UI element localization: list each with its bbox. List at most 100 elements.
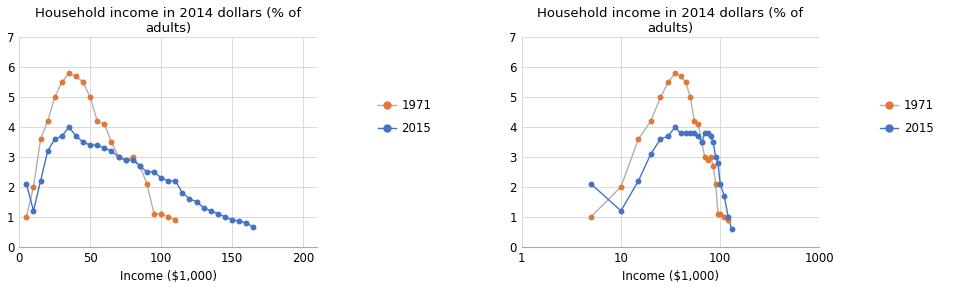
Point: [724, 226, 740, 231]
X-axis label: Income ($1,000): Income ($1,000): [119, 270, 217, 283]
Point: [33, 179, 48, 183]
Point: [667, 71, 683, 76]
X-axis label: Income ($1,000): Income ($1,000): [622, 270, 719, 283]
Point: [47, 137, 63, 142]
Point: [168, 179, 183, 183]
Point: [694, 140, 710, 144]
Point: [224, 218, 240, 222]
Point: [189, 200, 204, 204]
Point: [673, 74, 689, 79]
Point: [210, 211, 225, 216]
Point: [711, 211, 726, 216]
Point: [68, 74, 84, 79]
Point: [697, 131, 713, 135]
Point: [125, 155, 141, 159]
Point: [196, 206, 212, 210]
Point: [153, 176, 169, 180]
Point: [96, 122, 112, 126]
Point: [713, 211, 728, 216]
Point: [716, 214, 732, 219]
Point: [26, 184, 41, 189]
Legend: 1971, 2015: 1971, 2015: [374, 95, 436, 139]
Point: [231, 219, 247, 224]
Point: [683, 95, 698, 99]
Point: [687, 119, 702, 124]
Point: [643, 119, 659, 124]
Point: [83, 95, 98, 99]
Point: [140, 182, 155, 186]
Point: [62, 125, 77, 129]
Point: [678, 131, 693, 135]
Point: [174, 191, 190, 195]
Point: [68, 134, 84, 138]
Point: [706, 140, 721, 144]
Legend: 1971, 2015: 1971, 2015: [875, 95, 939, 139]
Point: [118, 158, 134, 162]
Point: [703, 155, 718, 159]
Point: [720, 214, 736, 219]
Point: [104, 149, 119, 153]
Point: [161, 214, 176, 219]
Point: [673, 131, 689, 135]
Point: [697, 155, 713, 159]
Point: [678, 80, 693, 85]
Point: [700, 131, 716, 135]
Point: [111, 155, 126, 159]
Point: [706, 164, 721, 168]
Point: [146, 211, 162, 216]
Point: [653, 137, 668, 142]
Point: [18, 182, 34, 186]
Point: [96, 146, 112, 150]
Point: [118, 158, 134, 162]
Point: [246, 225, 261, 230]
Point: [708, 155, 723, 159]
Point: [168, 218, 183, 222]
Point: [694, 140, 710, 144]
Point: [62, 71, 77, 76]
Point: [631, 179, 646, 183]
Point: [40, 119, 56, 124]
Point: [90, 119, 105, 124]
Point: [182, 197, 197, 201]
Point: [40, 149, 56, 153]
Point: [690, 122, 706, 126]
Point: [584, 214, 599, 219]
Title: Household income in 2014 dollars (% of
adults): Household income in 2014 dollars (% of a…: [537, 7, 803, 35]
Point: [111, 155, 126, 159]
Point: [661, 80, 676, 85]
Point: [713, 182, 728, 186]
Point: [140, 170, 155, 174]
Point: [711, 161, 726, 165]
Point: [643, 152, 659, 156]
Point: [47, 95, 63, 99]
Point: [83, 143, 98, 147]
Point: [132, 164, 147, 168]
Point: [18, 214, 34, 219]
Point: [75, 140, 91, 144]
Point: [683, 131, 698, 135]
Point: [54, 134, 69, 138]
Point: [146, 170, 162, 174]
Point: [667, 125, 683, 129]
Point: [708, 182, 723, 186]
Point: [153, 211, 169, 216]
Point: [584, 182, 599, 186]
Point: [613, 209, 629, 213]
Point: [218, 214, 233, 219]
Point: [132, 164, 147, 168]
Point: [687, 131, 702, 135]
Point: [720, 218, 736, 222]
Point: [690, 134, 706, 138]
Point: [703, 134, 718, 138]
Point: [653, 95, 668, 99]
Point: [700, 158, 716, 162]
Point: [75, 80, 91, 85]
Point: [203, 209, 219, 213]
Point: [90, 143, 105, 147]
Title: Household income in 2014 dollars (% of
adults): Household income in 2014 dollars (% of a…: [36, 7, 301, 35]
Point: [716, 193, 732, 198]
Point: [26, 209, 41, 213]
Point: [161, 179, 176, 183]
Point: [631, 137, 646, 142]
Point: [33, 137, 48, 142]
